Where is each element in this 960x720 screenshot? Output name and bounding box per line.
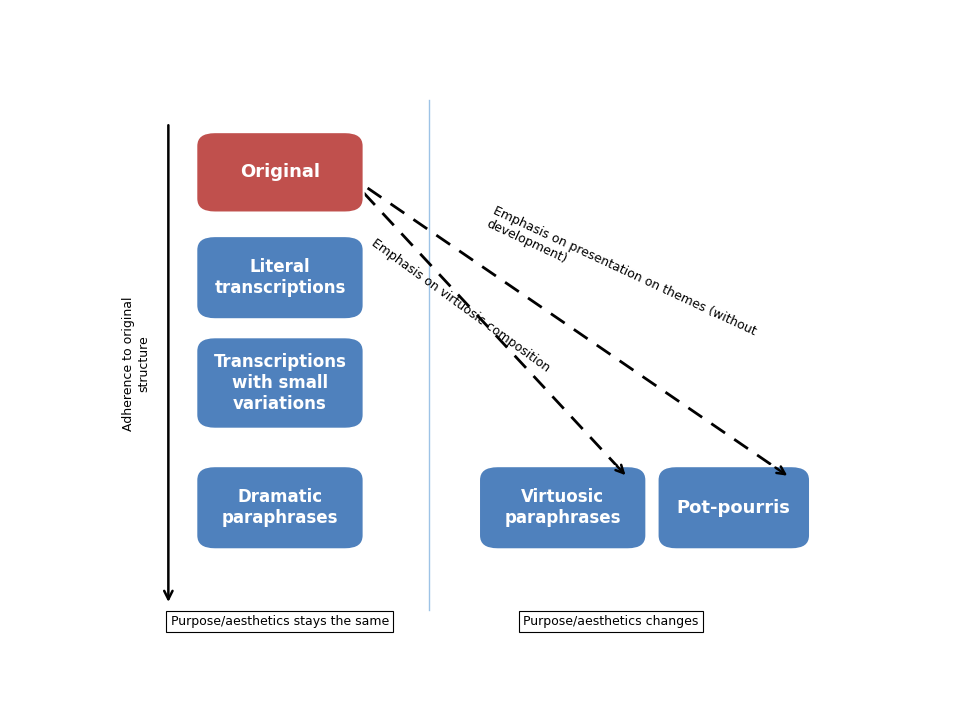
Text: Virtuosic
paraphrases: Virtuosic paraphrases bbox=[504, 488, 621, 527]
Text: Pot-pourris: Pot-pourris bbox=[677, 499, 791, 517]
Text: Dramatic
paraphrases: Dramatic paraphrases bbox=[222, 488, 338, 527]
Text: Transcriptions
with small
variations: Transcriptions with small variations bbox=[213, 354, 347, 413]
FancyBboxPatch shape bbox=[196, 337, 364, 428]
Text: Adherence to original
structure: Adherence to original structure bbox=[122, 297, 151, 431]
Text: Emphasis on virtuosic composition: Emphasis on virtuosic composition bbox=[370, 236, 552, 374]
FancyBboxPatch shape bbox=[479, 466, 646, 549]
FancyBboxPatch shape bbox=[196, 236, 364, 319]
FancyBboxPatch shape bbox=[196, 466, 364, 549]
Text: Emphasis on presentation on themes (without
development): Emphasis on presentation on themes (with… bbox=[485, 204, 758, 351]
FancyBboxPatch shape bbox=[196, 132, 364, 212]
FancyBboxPatch shape bbox=[658, 466, 810, 549]
Text: Literal
transcriptions: Literal transcriptions bbox=[214, 258, 346, 297]
Text: Original: Original bbox=[240, 163, 320, 181]
Text: Purpose/aesthetics stays the same: Purpose/aesthetics stays the same bbox=[171, 615, 389, 628]
Text: Purpose/aesthetics changes: Purpose/aesthetics changes bbox=[523, 615, 699, 628]
